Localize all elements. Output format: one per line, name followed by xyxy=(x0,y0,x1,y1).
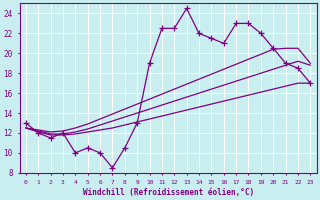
X-axis label: Windchill (Refroidissement éolien,°C): Windchill (Refroidissement éolien,°C) xyxy=(83,188,254,197)
